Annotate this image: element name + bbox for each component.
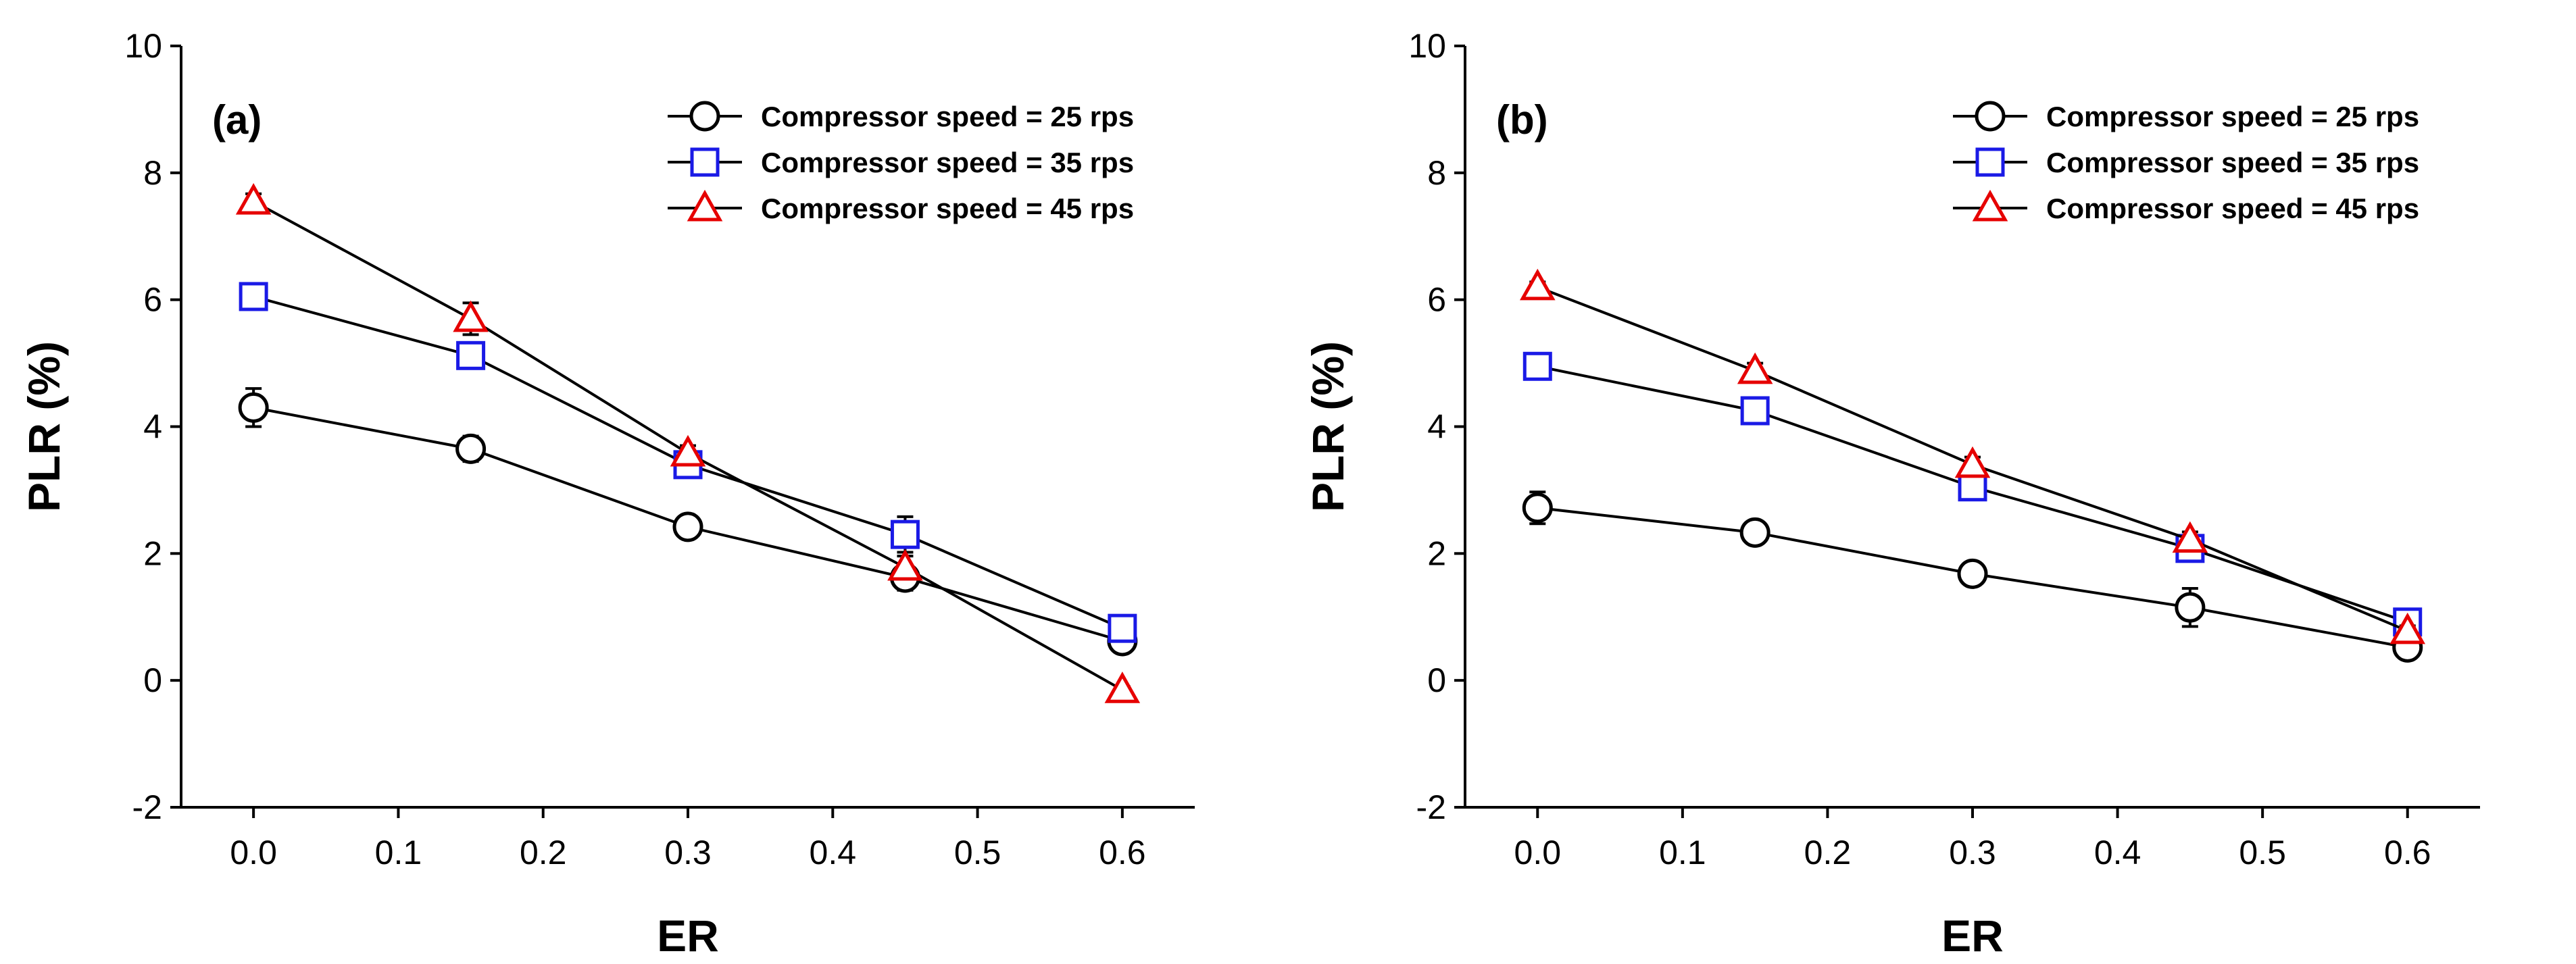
data-point-square (1108, 613, 1137, 643)
x-tick-label: 0.5 (954, 834, 1001, 871)
y-tick-label: 0 (143, 661, 162, 699)
data-point-circle (672, 511, 703, 542)
legend-marker-triangle (1972, 189, 2008, 222)
data-point-circle (2175, 592, 2206, 623)
data-point-triangle (235, 183, 272, 215)
y-tick-label: 2 (143, 534, 162, 572)
legend: Compressor speed = 25 rps Compressor spee… (668, 101, 1134, 224)
x-tick-label: 0.3 (664, 834, 712, 871)
panel-b: -2 0 2 4 6 8 10 0.0 0.1 0.2 0.3 0.4 0.5 0.6 ER PLR (%) (… (1303, 27, 2480, 961)
x-tick-label: 0.6 (1099, 834, 1146, 871)
data-point-circle (1739, 517, 1770, 548)
data-point-square (1522, 351, 1552, 381)
data-point-circle (455, 433, 487, 464)
y-tick-label: 10 (1408, 27, 1446, 65)
y-tick-label: 0 (1427, 661, 1446, 699)
legend-label: Compressor speed = 45 rps (761, 193, 1134, 224)
legend-label: Compressor speed = 45 rps (2046, 193, 2419, 224)
y-axis-title: PLR (%) (19, 341, 69, 512)
data-point-triangle (1104, 671, 1141, 703)
y-tick-label: -2 (1416, 788, 1446, 826)
x-tick-label: 0.1 (375, 834, 422, 871)
legend: Compressor speed = 25 rps Compressor spee… (1953, 101, 2419, 224)
x-tick-label: 0.3 (1949, 834, 1996, 871)
y-tick-label: 8 (143, 154, 162, 192)
x-tick-label: 0.2 (520, 834, 567, 871)
data-point-square (1740, 396, 1770, 426)
data-point-circle (1522, 492, 1553, 524)
y-tick-label: 6 (1427, 281, 1446, 319)
data-point-triangle (1954, 446, 1991, 478)
data-point-circle (238, 392, 269, 423)
data-point-triangle (887, 549, 923, 581)
data-point-triangle (1737, 352, 1773, 384)
series-circle (1522, 490, 2423, 663)
panel-label: (a) (212, 97, 262, 143)
legend-marker-square (690, 147, 720, 177)
x-tick-label: 0.2 (1804, 834, 1852, 871)
y-tick-label: 8 (1427, 154, 1446, 192)
data-point-triangle (2172, 521, 2208, 553)
data-point-square (1958, 472, 1987, 502)
x-tick-label: 0.1 (1659, 834, 1706, 871)
data-point-square (456, 340, 486, 370)
x-axis-title: ER (1941, 911, 2004, 961)
legend-marker-circle (1975, 101, 2006, 132)
data-point-circle (1957, 558, 1988, 589)
panel-label: (b) (1496, 97, 1548, 143)
legend-label: Compressor speed = 25 rps (2046, 101, 2419, 132)
data-point-triangle (2389, 612, 2425, 644)
x-axis-title: ER (657, 911, 719, 961)
data-point-square (890, 519, 920, 549)
series-triangle (235, 183, 1141, 703)
data-point-square (239, 282, 268, 311)
x-tick-label: 0.5 (2239, 834, 2286, 871)
x-tick-label: 0.6 (2384, 834, 2431, 871)
legend-label: Compressor speed = 35 rps (2046, 147, 2419, 178)
y-tick-label: 4 (143, 408, 162, 446)
series-square (1522, 351, 2423, 637)
y-tick-label: 10 (124, 27, 162, 65)
data-point-triangle (453, 300, 489, 332)
x-tick-label: 0.0 (230, 834, 277, 871)
y-axis-title: PLR (%) (1303, 341, 1353, 512)
legend-marker-circle (689, 101, 720, 132)
y-tick-label: 2 (1427, 534, 1446, 572)
y-tick-label: -2 (132, 788, 162, 826)
legend-label: Compressor speed = 25 rps (761, 101, 1134, 132)
y-tick-label: 4 (1427, 408, 1446, 446)
x-tick-label: 0.0 (1514, 834, 1562, 871)
x-tick-label: 0.4 (810, 834, 857, 871)
legend-marker-triangle (687, 189, 723, 222)
y-tick-label: 6 (143, 281, 162, 319)
series-circle (238, 387, 1138, 657)
legend-label: Compressor speed = 35 rps (761, 147, 1134, 178)
panel-a: -2 0 2 4 6 8 10 0.0 0.1 0.2 0.3 0.4 0.5 0.6 ER PLR (%) (… (19, 27, 1195, 961)
x-tick-label: 0.4 (2094, 834, 2141, 871)
legend-marker-square (1975, 147, 2005, 177)
data-point-triangle (1520, 268, 1556, 301)
data-point-triangle (670, 434, 706, 467)
series-triangle (1520, 268, 2425, 644)
